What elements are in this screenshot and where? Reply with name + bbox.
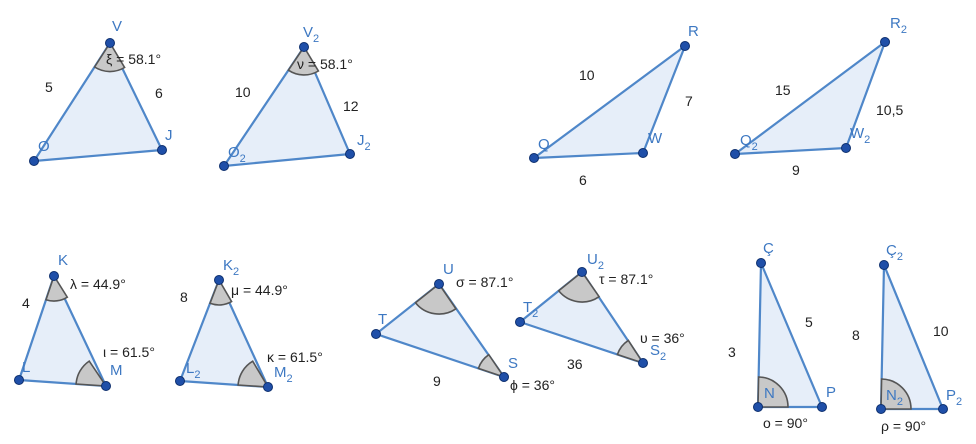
point-r2[interactable] [881, 38, 890, 47]
point-c-cedilla[interactable] [757, 259, 766, 268]
label-v: V [112, 18, 122, 35]
angle-tau-label: τ = 87.1° [599, 271, 653, 287]
label-w: W [648, 130, 663, 147]
label-n: N [764, 385, 775, 402]
label-j: J [165, 127, 173, 144]
point-v2[interactable] [300, 43, 309, 52]
point-s2[interactable] [639, 359, 648, 368]
label-w2: W2 [850, 125, 870, 146]
label-v2: V2 [303, 24, 319, 45]
label-q: Q [538, 136, 550, 153]
point-w[interactable] [639, 149, 648, 158]
triangle-cnp: Ç N P 5 3 ο = 90° [728, 240, 836, 431]
side-kl-length: 4 [22, 295, 30, 311]
label-l: L [22, 359, 30, 376]
point-k[interactable] [50, 272, 59, 281]
angle-phi-label: ϕ = 36° [510, 377, 555, 393]
label-r2: R2 [890, 15, 907, 36]
point-t2[interactable] [516, 318, 525, 327]
triangle-klm-2: K2 L2 M2 8 μ = 44.9° κ = 61.5° [176, 257, 323, 392]
triangle-klm: K L M 4 λ = 44.9° ι = 61.5° [15, 252, 155, 391]
angle-mu-label: μ = 44.9° [231, 282, 288, 298]
label-t: T [378, 311, 387, 328]
point-t[interactable] [372, 330, 381, 339]
point-u[interactable] [435, 280, 444, 289]
side-rq-length: 10 [579, 67, 595, 83]
label-c-cedilla: Ç [763, 240, 774, 257]
label-c-cedilla2: Ç2 [886, 242, 903, 263]
point-p[interactable] [818, 403, 827, 412]
point-n[interactable] [754, 403, 763, 412]
angle-omicron-label: ο = 90° [763, 415, 808, 431]
label-s: S [508, 355, 518, 372]
label-u: U [443, 261, 454, 278]
side-r2w2-length: 10,5 [876, 102, 903, 118]
point-w2[interactable] [842, 144, 851, 153]
label-p2: P2 [946, 387, 962, 408]
triangle-rqw: R Q W 10 7 6 [530, 23, 700, 188]
side-rw-length: 7 [685, 93, 693, 109]
side-vo-length: 5 [45, 79, 53, 95]
angle-lambda-label: λ = 44.9° [70, 276, 126, 292]
side-c2p2-length: 10 [933, 323, 949, 339]
label-p: P [826, 384, 836, 401]
label-m: M [110, 362, 123, 379]
triangle-voj: V O J 5 6 ξ = 58.1° [30, 18, 173, 166]
point-j[interactable] [158, 146, 167, 155]
side-k2l2-length: 8 [180, 289, 188, 305]
point-m2[interactable] [264, 383, 273, 392]
point-m[interactable] [102, 382, 111, 391]
angle-upsilon-label: υ = 36° [640, 330, 685, 346]
triangle-rqw-shape[interactable] [534, 46, 685, 158]
point-q2[interactable] [731, 150, 740, 159]
label-j2: J2 [357, 132, 371, 153]
label-k: K [58, 252, 68, 269]
angle-rho-label: ρ = 90° [881, 418, 926, 434]
triangle-voj-2: V2 O2 J2 10 12 ν = 58.1° [220, 24, 371, 171]
point-q[interactable] [530, 154, 539, 163]
angle-iota-label: ι = 61.5° [103, 344, 155, 360]
side-v2o2-length: 10 [235, 84, 251, 100]
point-p2[interactable] [939, 405, 948, 414]
point-n2[interactable] [877, 405, 886, 414]
triangle-cnp-2: Ç2 N2 P2 10 8 ρ = 90° [852, 242, 962, 434]
side-qw-length: 6 [579, 172, 587, 188]
angle-tau-marker [559, 272, 599, 302]
angle-nu-label: ν = 58.1° [297, 56, 353, 72]
label-m2: M2 [274, 364, 293, 385]
side-cn-length: 3 [728, 344, 736, 360]
triangle-uts-2: U2 T2 S2 36 τ = 87.1° υ = 36° [516, 251, 685, 372]
point-c-cedilla2[interactable] [880, 261, 889, 270]
label-r: R [688, 23, 699, 40]
side-ts-length: 9 [433, 373, 441, 389]
triangle-uts: U T S 9 σ = 87.1° ϕ = 36° [372, 261, 555, 393]
side-c2n2-length: 8 [852, 327, 860, 343]
point-l2[interactable] [176, 377, 185, 386]
angle-kappa-label: κ = 61.5° [267, 349, 323, 365]
point-r[interactable] [681, 42, 690, 51]
side-v2j2-length: 12 [343, 98, 359, 114]
triangle-rqw-2: R2 Q2 W2 15 10,5 9 [731, 15, 907, 178]
angle-xi-label: ξ = 58.1° [106, 51, 161, 67]
side-t2s2-length: 36 [567, 356, 583, 372]
angle-sigma-label: σ = 87.1° [456, 274, 513, 290]
side-q2w2-length: 9 [792, 162, 800, 178]
side-r2q2-length: 15 [775, 82, 791, 98]
label-o: O [38, 138, 50, 155]
label-u2: U2 [587, 251, 604, 272]
point-v[interactable] [106, 39, 115, 48]
side-cp-length: 5 [805, 314, 813, 330]
point-l[interactable] [15, 376, 24, 385]
label-k2: K2 [223, 257, 239, 278]
point-u2[interactable] [578, 268, 587, 277]
point-o2[interactable] [220, 162, 229, 171]
point-j2[interactable] [346, 150, 355, 159]
point-o[interactable] [30, 157, 39, 166]
point-k2[interactable] [215, 276, 224, 285]
point-s[interactable] [500, 373, 509, 382]
side-vj-length: 6 [155, 85, 163, 101]
